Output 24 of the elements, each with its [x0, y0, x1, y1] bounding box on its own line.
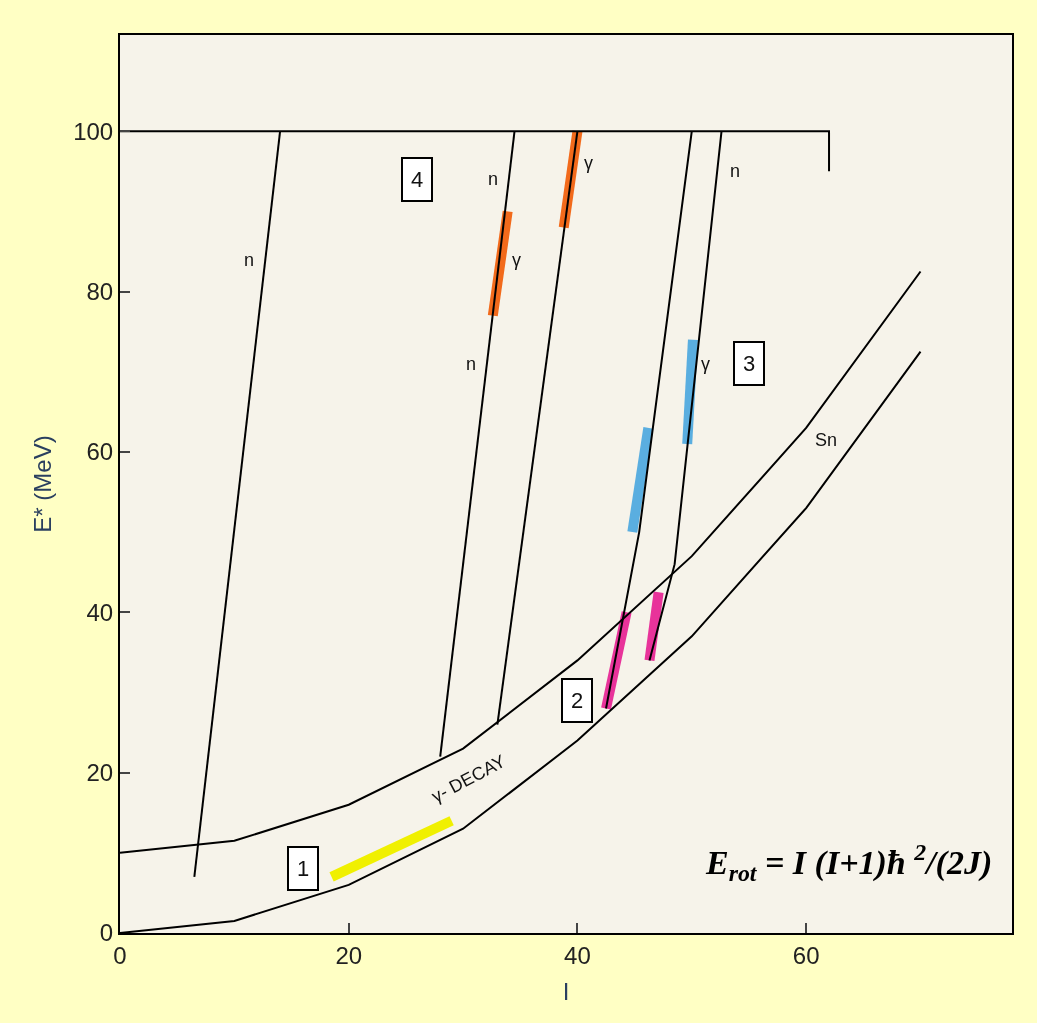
annotation: 1 [297, 856, 310, 881]
annotation: 3 [743, 351, 756, 376]
y-tick-label: 60 [86, 438, 114, 466]
annotation: n [730, 161, 741, 181]
y-tick-label: 20 [86, 759, 114, 787]
x-tick-label: 40 [564, 941, 591, 969]
x-axis-title: I [562, 977, 570, 1005]
y-tick-label: 0 [99, 919, 114, 947]
y-tick-label: 40 [86, 598, 114, 626]
x-tick-label: 20 [335, 941, 363, 969]
annotation: n [488, 169, 499, 189]
annotation: 2 [571, 688, 584, 713]
annotation: γ [701, 354, 710, 374]
y-axis-title: E* (MeV) [28, 435, 56, 533]
y-tick-label: 80 [86, 277, 114, 305]
annotation: n [466, 354, 477, 374]
annotation: Sn [815, 430, 838, 450]
y-tick-label: 100 [73, 117, 114, 145]
annotation: n [244, 250, 255, 270]
x-tick-label: 60 [792, 941, 820, 969]
annotation: E$_{rot}$ = I (I+1)ħ $^{2}$/(2J) [705, 839, 993, 887]
annotation: 4 [411, 167, 424, 192]
annotation: γ [584, 153, 593, 173]
annotation: γ [512, 250, 521, 270]
